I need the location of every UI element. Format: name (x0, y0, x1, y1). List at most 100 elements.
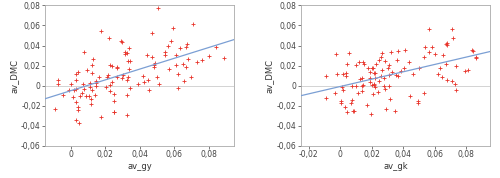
Point (355, 60, 363, 63)
Point (68, 96, 76, 99)
Point (382, 108, 390, 111)
Point (390, 109, 398, 112)
Point (377, 56, 385, 58)
Point (92, 94, 100, 97)
Point (118, 39, 126, 42)
Point (121, 51, 129, 54)
Point (322, 74, 330, 77)
Point (188, 75, 196, 78)
Point (123, 78, 131, 81)
Point (343, 63, 351, 66)
Point (184, 58, 192, 61)
Point (106, 37, 114, 40)
Point (368, 83, 376, 86)
Point (442, 43, 450, 46)
Point (394, 50, 402, 53)
Point (74, 105, 82, 108)
Point (420, 55, 428, 58)
X-axis label: av_gk: av_gk (383, 162, 407, 171)
Point (82, 69, 90, 72)
Point (469, 49, 477, 52)
Point (442, 63, 450, 66)
Point (110, 111, 118, 114)
Point (166, 67, 173, 70)
Point (150, 64, 158, 67)
Point (354, 92, 362, 95)
Point (393, 59, 401, 62)
Point (333, 72, 341, 75)
Point (125, 68, 133, 70)
Point (348, 85, 356, 88)
Point (54, 78, 62, 81)
Point (72, 118, 80, 121)
Point (182, 46, 190, 48)
Point (103, 75, 111, 78)
Point (452, 65, 460, 67)
Point (150, 66, 158, 69)
Point (72, 88, 80, 91)
Point (92, 82, 100, 84)
Y-axis label: av_DMC: av_DMC (10, 59, 18, 93)
Point (205, 54, 213, 57)
Point (345, 52, 353, 55)
Point (167, 40, 175, 43)
Point (358, 77, 366, 79)
Point (192, 61, 200, 64)
Point (78, 83, 86, 86)
Point (347, 102, 355, 105)
Point (342, 71, 349, 74)
Point (371, 77, 379, 79)
Point (384, 67, 392, 70)
Point (428, 46, 436, 49)
Point (148, 56, 156, 59)
Point (189, 22, 197, 25)
Point (375, 80, 383, 82)
Point (342, 75, 350, 78)
Point (72, 101, 80, 104)
Point (443, 42, 451, 45)
Point (126, 86, 134, 89)
Point (436, 67, 444, 69)
Point (88, 63, 96, 66)
Point (370, 86, 378, 88)
Point (124, 60, 132, 62)
Point (380, 84, 388, 87)
Point (97, 116, 105, 119)
Point (448, 80, 456, 82)
Point (104, 74, 112, 76)
Point (118, 77, 126, 80)
Point (377, 75, 385, 78)
Point (402, 49, 409, 51)
Point (95, 75, 103, 78)
Point (118, 41, 126, 44)
Point (110, 100, 118, 103)
Point (174, 72, 182, 75)
Point (368, 66, 376, 69)
Point (349, 110, 357, 113)
Point (339, 88, 347, 91)
Point (366, 112, 374, 115)
Point (170, 27, 177, 30)
Point (140, 81, 147, 84)
Point (472, 57, 480, 60)
Point (374, 91, 382, 94)
Point (375, 59, 383, 62)
Point (92, 84, 100, 87)
Point (148, 32, 156, 34)
Point (124, 76, 132, 79)
Point (82, 94, 90, 97)
Point (322, 96, 330, 99)
Point (80, 50, 88, 53)
Point (164, 45, 172, 48)
Point (414, 101, 422, 104)
Point (176, 47, 184, 50)
Point (74, 70, 82, 73)
X-axis label: av_gy: av_gy (128, 162, 152, 171)
Point (444, 79, 452, 82)
Point (370, 72, 378, 75)
Point (88, 88, 96, 91)
Point (106, 89, 114, 92)
Point (408, 73, 416, 76)
Point (119, 74, 127, 76)
Point (338, 86, 345, 88)
